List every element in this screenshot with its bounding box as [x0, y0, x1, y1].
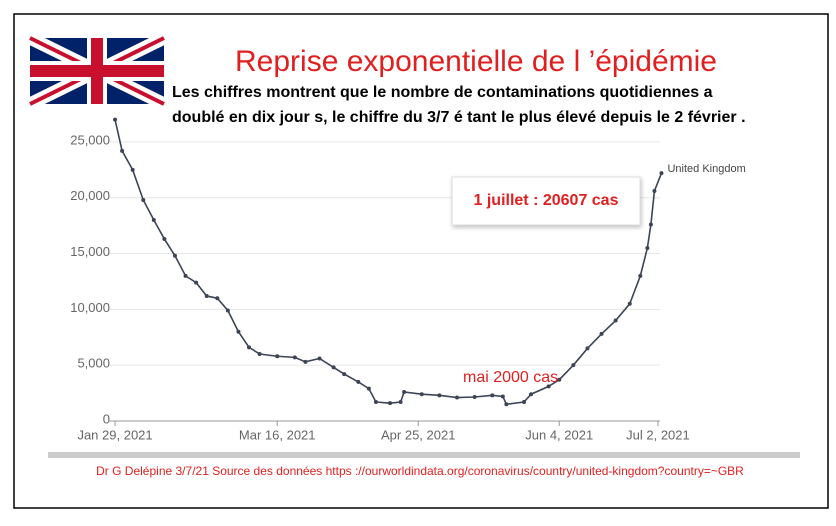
point [130, 167, 135, 172]
point [638, 273, 643, 278]
point [490, 393, 495, 398]
x-tick-label: Jan 29, 2021 [77, 427, 152, 442]
point [571, 363, 576, 368]
point [648, 222, 653, 227]
series-line [114, 119, 663, 406]
x-tick-label: Mar 16, 2021 [239, 427, 316, 442]
point [652, 188, 657, 193]
point [356, 379, 361, 384]
separator [48, 452, 800, 458]
source: Dr G Delépine 3/7/21 Source des données … [96, 464, 744, 478]
point [419, 392, 424, 397]
y-tick-label: 20,000 [70, 188, 110, 203]
annotation: 1 juillet : 20607 cas [474, 192, 619, 209]
point [275, 354, 280, 359]
point [162, 237, 167, 242]
point [504, 402, 509, 407]
uk-flag [27, 32, 167, 110]
y-tick-label: 5,000 [77, 356, 110, 371]
point [172, 253, 177, 258]
point [113, 117, 118, 122]
point [303, 359, 308, 364]
point [500, 394, 505, 399]
point [472, 394, 477, 399]
y-tick-label: 15,000 [70, 244, 110, 259]
point [627, 301, 632, 306]
point [455, 395, 460, 400]
point [398, 400, 403, 405]
point [388, 401, 393, 406]
point [225, 308, 230, 313]
point [585, 346, 590, 351]
point [529, 392, 534, 397]
y-tick-label: 0 [103, 411, 110, 426]
point [292, 355, 297, 360]
point [257, 352, 262, 357]
annotation-box [451, 176, 641, 226]
y-tick-label: 25,000 [70, 132, 110, 147]
point [557, 377, 562, 382]
point [151, 218, 156, 223]
series-label: United Kingdom [667, 163, 745, 175]
point [317, 356, 322, 361]
point [373, 400, 378, 405]
point [546, 384, 551, 389]
x-tick-label: Jun 4, 2021 [525, 427, 593, 442]
point [331, 365, 336, 370]
chart-title: Reprise exponentielle de l ’épidémie [235, 45, 717, 78]
point [437, 393, 442, 398]
point [659, 171, 664, 176]
point [366, 386, 371, 391]
point [613, 318, 618, 323]
point [521, 400, 526, 405]
point [141, 197, 146, 202]
point [183, 273, 188, 278]
annotation: mai 2000 cas [463, 369, 558, 386]
point [120, 148, 125, 153]
point [402, 389, 407, 394]
point [194, 280, 199, 285]
point [599, 331, 604, 336]
point [247, 345, 252, 350]
subtitle: Les chiffres montrent que le nombre de c… [172, 84, 713, 101]
y-tick-label: 10,000 [70, 300, 110, 315]
point [215, 296, 220, 301]
point [342, 372, 347, 377]
point [645, 245, 650, 250]
subtitle: doublé en dix jour s, le chiffre du 3/7 … [172, 109, 746, 126]
point [204, 293, 209, 298]
x-tick-label: Jul 2, 2021 [626, 427, 690, 442]
x-tick-label: Apr 25, 2021 [381, 427, 455, 442]
point [236, 329, 241, 334]
